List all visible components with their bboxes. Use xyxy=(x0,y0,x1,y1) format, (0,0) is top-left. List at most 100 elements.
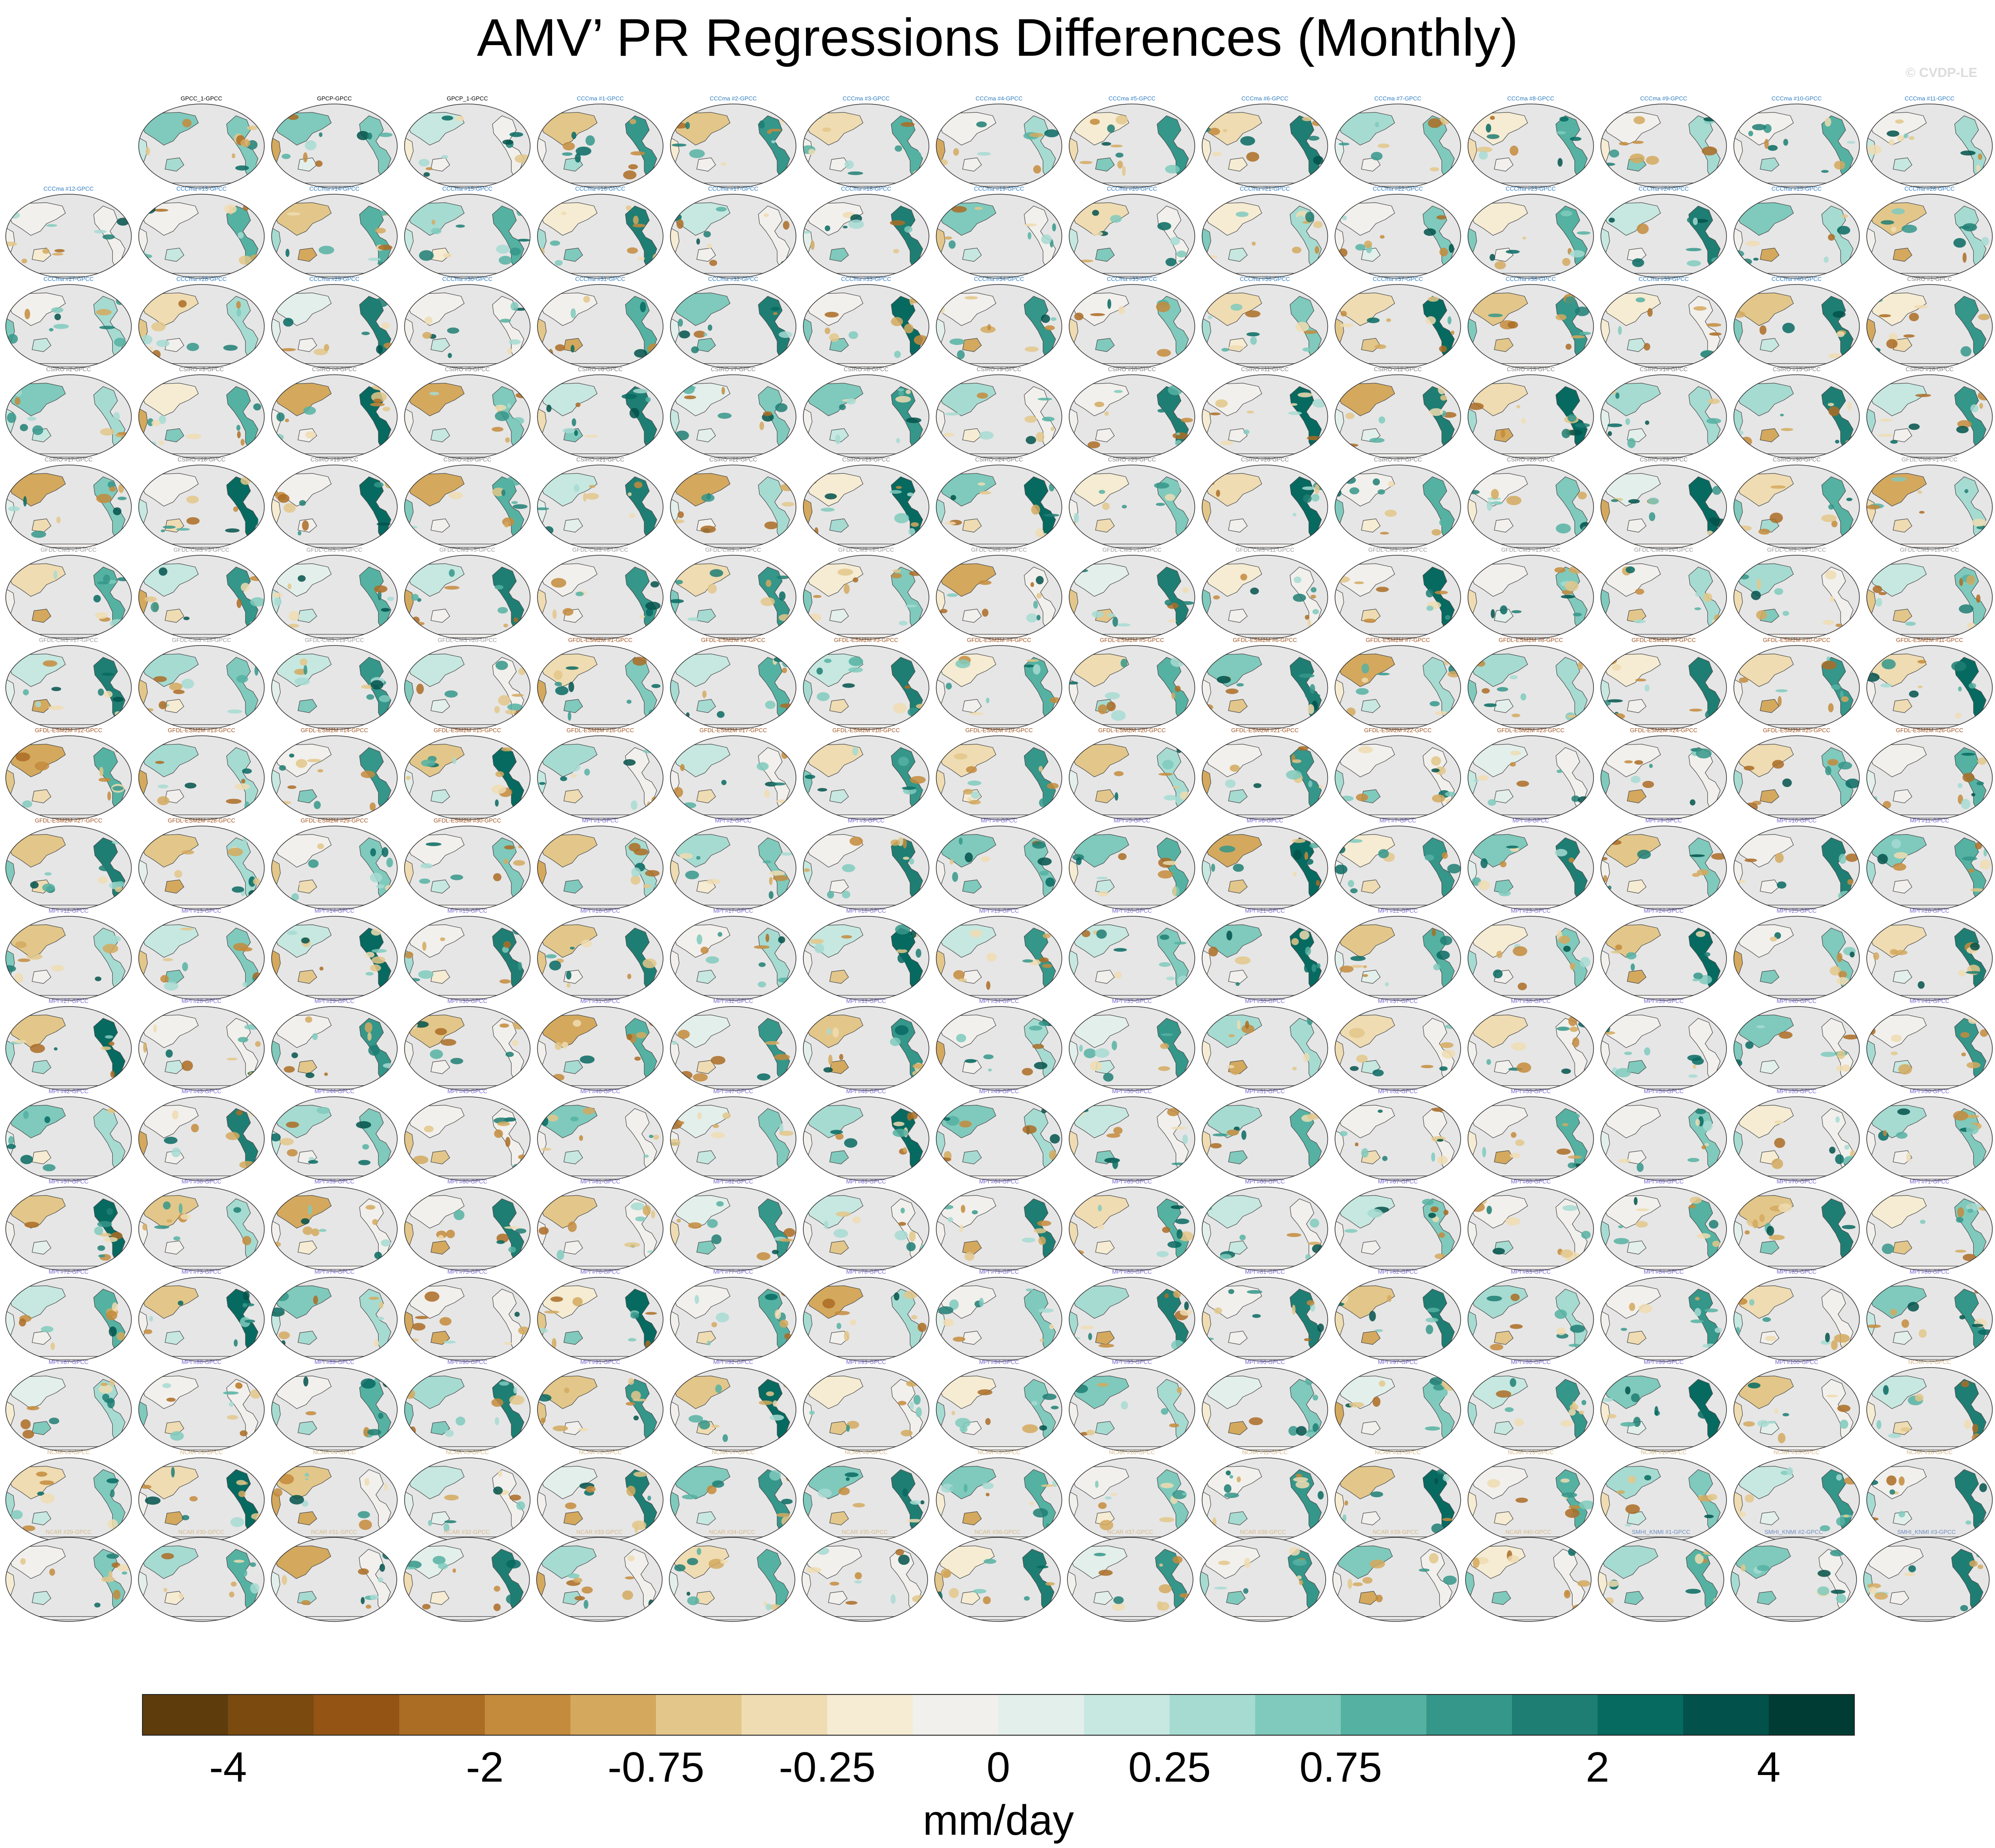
map-panel: NCAR #2-GPCC xyxy=(5,1449,132,1542)
continent-shape xyxy=(139,383,199,416)
continent-shape xyxy=(7,1375,66,1409)
anomaly-blob xyxy=(843,226,848,229)
anomaly-blob xyxy=(11,621,22,631)
anomaly-blob xyxy=(1569,857,1574,863)
panel-label: CCCma #24-GPCC xyxy=(1638,185,1688,192)
anomaly-blob xyxy=(552,1338,556,1349)
anomaly-blob xyxy=(1556,1327,1566,1335)
anomaly-blob xyxy=(1633,619,1646,623)
anomaly-blob xyxy=(438,392,445,396)
panel-label: MPI #75-GPCC xyxy=(447,1268,487,1275)
anomaly-blob xyxy=(1850,436,1854,445)
anomaly-blob xyxy=(904,226,913,233)
anomaly-blob xyxy=(1746,241,1760,246)
panel-label: CSIRO #25-GPCC xyxy=(1108,456,1156,463)
anomaly-blob xyxy=(1159,1517,1174,1522)
map-panel: MPI #5-GPCC xyxy=(1069,817,1195,911)
panel-label: MPI #71-GPCC xyxy=(1910,1178,1949,1185)
anomaly-blob xyxy=(673,787,683,798)
anomaly-blob xyxy=(844,1138,858,1148)
anomaly-blob xyxy=(495,411,510,421)
anomaly-blob xyxy=(823,1067,833,1073)
continent-shape xyxy=(405,653,465,687)
map-border xyxy=(138,1367,265,1452)
anomaly-blob xyxy=(809,1410,815,1415)
continent-shape xyxy=(385,561,395,572)
anomaly-blob xyxy=(365,972,374,976)
continent-shape xyxy=(1203,563,1262,597)
anomaly-blob xyxy=(1038,766,1043,772)
anomaly-blob xyxy=(138,254,152,259)
map-border xyxy=(936,645,1063,730)
anomaly-blob xyxy=(1074,749,1079,758)
anomaly-blob xyxy=(1439,247,1448,257)
anomaly-blob xyxy=(833,1027,839,1038)
map-border xyxy=(138,1096,265,1181)
anomaly-blob xyxy=(107,481,115,488)
map-border xyxy=(537,916,664,1001)
anomaly-blob xyxy=(226,799,242,804)
anomaly-blob xyxy=(1024,223,1037,227)
anomaly-blob xyxy=(1831,1340,1838,1350)
map-panel: CCCma #39-GPCC xyxy=(1600,276,1727,369)
anomaly-blob xyxy=(1628,499,1640,504)
anomaly-blob xyxy=(781,502,795,507)
continent-shape xyxy=(962,157,982,172)
anomaly-blob xyxy=(1206,1425,1211,1431)
anomaly-blob xyxy=(1435,711,1447,715)
anomaly-blob xyxy=(1286,1233,1301,1237)
continent-shape xyxy=(1336,924,1395,958)
continent-shape xyxy=(1228,789,1248,803)
anomaly-blob xyxy=(779,331,793,338)
map-border xyxy=(1201,555,1328,640)
anomaly-blob xyxy=(626,1033,633,1041)
anomaly-blob xyxy=(1426,316,1436,325)
anomaly-blob xyxy=(1224,1492,1239,1498)
panel-label: CCCma #9-GPCC xyxy=(1640,95,1687,102)
anomaly-blob xyxy=(495,1417,499,1425)
anomaly-blob xyxy=(171,1148,181,1157)
anomaly-blob xyxy=(1831,520,1838,527)
anomaly-blob xyxy=(1602,1397,1613,1402)
map-panel: CCCma #27-GPCC xyxy=(5,276,132,369)
map-border xyxy=(670,1187,797,1272)
anomaly-blob xyxy=(913,335,928,345)
anomaly-blob xyxy=(676,1218,681,1223)
anomaly-blob xyxy=(1028,232,1032,240)
anomaly-blob xyxy=(716,207,727,212)
anomaly-blob xyxy=(1498,890,1511,896)
map-border xyxy=(936,374,1063,459)
anomaly-blob xyxy=(646,608,653,617)
continent-shape xyxy=(538,744,598,777)
anomaly-blob xyxy=(916,1407,922,1418)
anomaly-blob xyxy=(1178,976,1189,986)
panel-label: GFDL-CM3 #4-GPCC xyxy=(307,546,362,553)
anomaly-blob xyxy=(810,938,824,944)
anomaly-blob xyxy=(903,857,909,860)
continent-shape xyxy=(405,1285,465,1319)
anomaly-blob xyxy=(165,1049,173,1058)
anomaly-blob xyxy=(1632,141,1644,144)
continent-shape xyxy=(784,742,794,752)
anomaly-blob xyxy=(1350,888,1358,894)
anomaly-blob xyxy=(99,1233,111,1237)
anomaly-blob xyxy=(1386,318,1391,322)
map-border xyxy=(138,194,265,279)
map-border xyxy=(1335,735,1461,820)
anomaly-blob xyxy=(1026,613,1038,622)
anomaly-blob xyxy=(1822,661,1837,670)
continent-shape xyxy=(1760,338,1780,352)
map-panel: NCAR #13-GPCC xyxy=(1467,1449,1594,1542)
map-panel: GFDL-CM3 #4-GPCC xyxy=(271,546,398,640)
continent-shape xyxy=(784,1012,794,1023)
anomaly-blob xyxy=(1568,1344,1581,1347)
panel-label: CCCma #30-GPCC xyxy=(442,276,492,282)
anomaly-blob xyxy=(1825,570,1837,580)
continent-shape xyxy=(671,834,731,868)
map-panel: CCCma #37-GPCC xyxy=(1335,276,1461,369)
anomaly-blob xyxy=(1040,1338,1044,1342)
continent-shape xyxy=(1316,290,1325,301)
anomaly-blob xyxy=(1978,1329,1992,1335)
anomaly-blob xyxy=(423,172,430,177)
map-panel: MPI #14-GPCC xyxy=(271,907,398,1001)
